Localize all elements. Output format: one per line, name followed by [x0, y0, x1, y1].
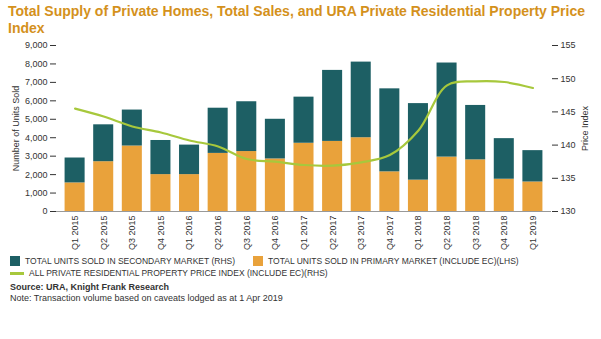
svg-text:Q1 2015: Q1 2015: [70, 216, 80, 251]
svg-text:2,000: 2,000: [25, 169, 48, 179]
svg-text:Q3 2016: Q3 2016: [242, 216, 252, 251]
svg-text:Q1 2018: Q1 2018: [413, 216, 423, 251]
svg-text:Q2 2017: Q2 2017: [327, 216, 337, 251]
svg-text:Number of Units Sold: Number of Units Sold: [11, 86, 21, 172]
html-text:Source: URA, Knight Frank Rese: Source: URA, Knight Frank Research: [10, 282, 169, 292]
html-text:TOTAL UNITS SOLD IN PRIMARY MA: TOTAL UNITS SOLD IN PRIMARY MARKET (INCL…: [268, 256, 519, 266]
svg-text:9,000: 9,000: [25, 40, 48, 50]
svg-text:5,000: 5,000: [25, 114, 48, 124]
svg-text:Price Index: Price Index: [580, 105, 590, 151]
svg-text:Q4 2017: Q4 2017: [385, 216, 395, 251]
svg-text:0: 0: [42, 206, 47, 216]
svg-text:150: 150: [561, 74, 576, 84]
svg-text:Q3 2018: Q3 2018: [471, 216, 481, 251]
html-text:Total Supply of Private Homes,: Total Supply of Private Homes, Total Sal…: [8, 3, 585, 36]
svg-text:4,000: 4,000: [25, 133, 48, 143]
svg-text:Q3 2015: Q3 2015: [127, 216, 137, 251]
svg-text:Q2 2016: Q2 2016: [213, 216, 223, 251]
svg-text:Q1 2019: Q1 2019: [528, 216, 538, 251]
html-text:Note: Transaction volume based: Note: Transaction volume based on caveat…: [10, 293, 283, 303]
svg-text:135: 135: [561, 173, 576, 183]
html-text:TOTAL UNITS SOLD IN SECONDARY: TOTAL UNITS SOLD IN SECONDARY MARKET (RH…: [25, 256, 235, 266]
svg-text:Q4 2015: Q4 2015: [156, 216, 166, 251]
svg-text:Q2 2018: Q2 2018: [442, 216, 452, 251]
svg-text:3,000: 3,000: [25, 151, 48, 161]
svg-text:Q3 2017: Q3 2017: [356, 216, 366, 251]
svg-text:8,000: 8,000: [25, 59, 48, 69]
svg-text:155: 155: [561, 40, 576, 50]
svg-text:Q4 2016: Q4 2016: [270, 216, 280, 251]
html-text:ALL PRIVATE RESIDENTIAL PROPER: ALL PRIVATE RESIDENTIAL PROPERTY PRICE I…: [29, 268, 328, 278]
svg-text:6,000: 6,000: [25, 96, 48, 106]
svg-text:7,000: 7,000: [25, 77, 48, 87]
svg-text:Q4 2018: Q4 2018: [499, 216, 509, 251]
svg-text:145: 145: [561, 107, 576, 117]
svg-text:Q1 2017: Q1 2017: [299, 216, 309, 251]
svg-text:Q2 2015: Q2 2015: [99, 216, 109, 251]
svg-text:130: 130: [561, 206, 576, 216]
svg-text:140: 140: [561, 140, 576, 150]
svg-text:Q1 2016: Q1 2016: [184, 216, 194, 251]
svg-text:1,000: 1,000: [25, 188, 48, 198]
